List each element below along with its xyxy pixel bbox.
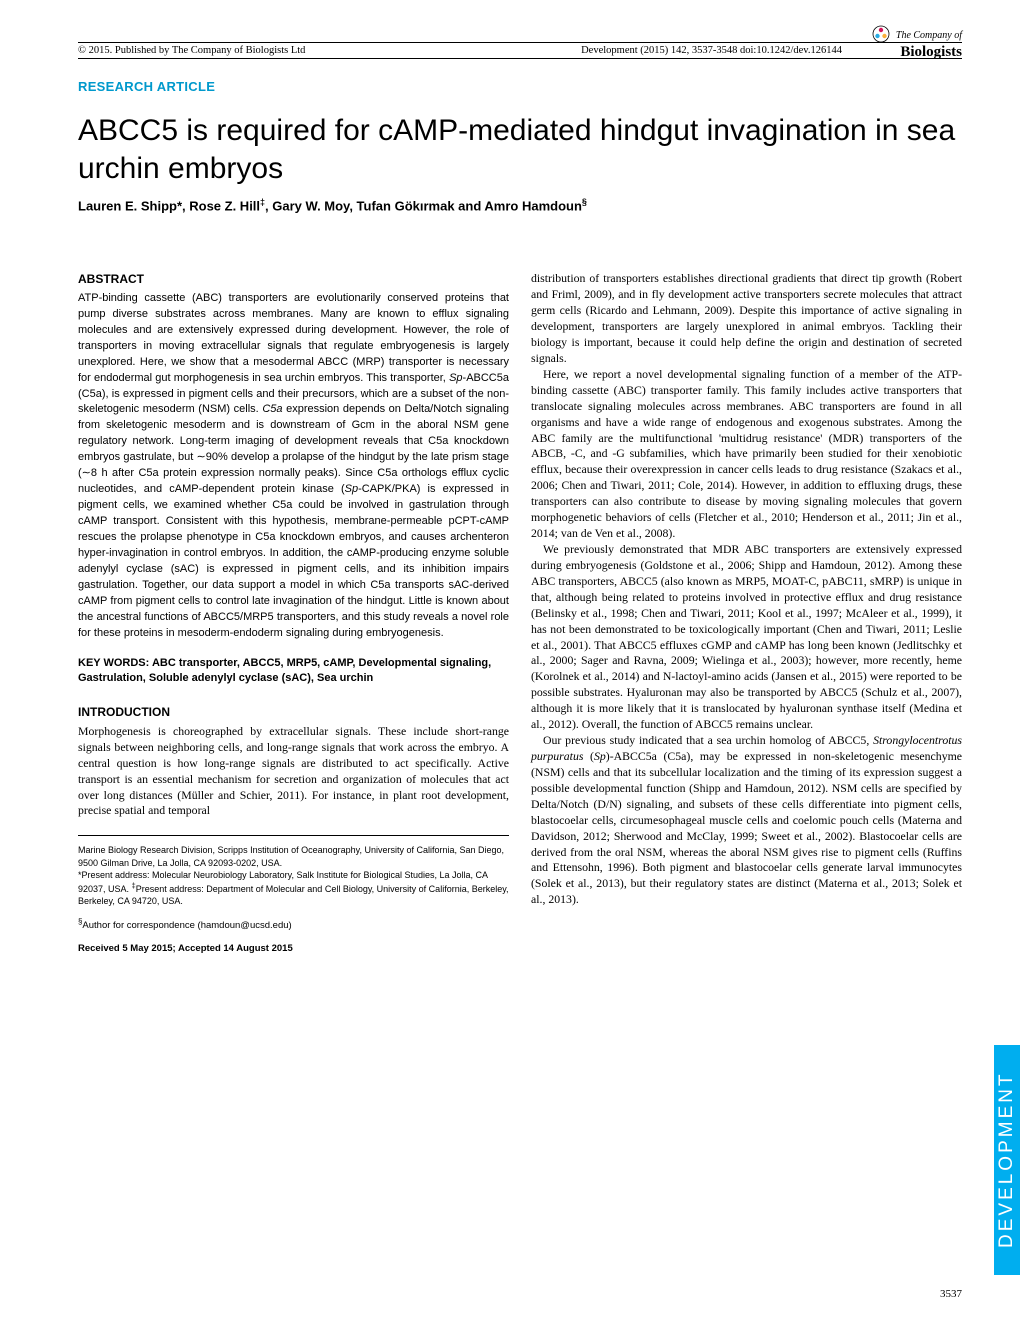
copyright-text: © 2015. Published by The Company of Biol… [78, 45, 305, 56]
header-citation: © 2015. Published by The Company of Biol… [78, 45, 962, 58]
right-column: distribution of transporters establishes… [531, 271, 962, 955]
left-column: ABSTRACT ATP-binding cassette (ABC) tran… [78, 271, 509, 955]
journal-side-tab: DEVELOPMENT [994, 1045, 1020, 1275]
body-p1: distribution of transporters establishes… [531, 271, 962, 367]
article-type: RESEARCH ARTICLE [78, 79, 962, 94]
affiliations: Marine Biology Research Division, Scripp… [78, 835, 509, 907]
article-title: ABCC5 is required for cAMP-mediated hind… [78, 112, 962, 187]
introduction-heading: INTRODUCTION [78, 704, 509, 721]
body-p2: Here, we report a novel developmental si… [531, 367, 962, 542]
logo-icon [872, 25, 890, 43]
intro-text: Morphogenesis is choreographed by extrac… [78, 724, 509, 820]
abstract-heading: ABSTRACT [78, 271, 509, 288]
author-list: Lauren E. Shipp*, Rose Z. Hill‡, Gary W.… [78, 197, 962, 213]
logo-text-top: The Company of [896, 30, 962, 41]
logo-text-bottom: Biologists [900, 44, 962, 60]
correspondence: §Author for correspondence (hamdoun@ucsd… [78, 917, 509, 932]
abstract-text: ATP-binding cassette (ABC) transporters … [78, 291, 509, 642]
submission-dates: Received 5 May 2015; Accepted 14 August … [78, 942, 509, 955]
publisher-logo: The Company of Biologists [872, 25, 962, 61]
body-p4: Our previous study indicated that a sea … [531, 733, 962, 908]
body-p3: We previously demonstrated that MDR ABC … [531, 542, 962, 733]
keywords: KEY WORDS: ABC transporter, ABCC5, MRP5,… [78, 656, 509, 687]
page-number: 3537 [940, 1288, 962, 1300]
journal-citation: Development (2015) 142, 3537-3548 doi:10… [581, 45, 842, 56]
